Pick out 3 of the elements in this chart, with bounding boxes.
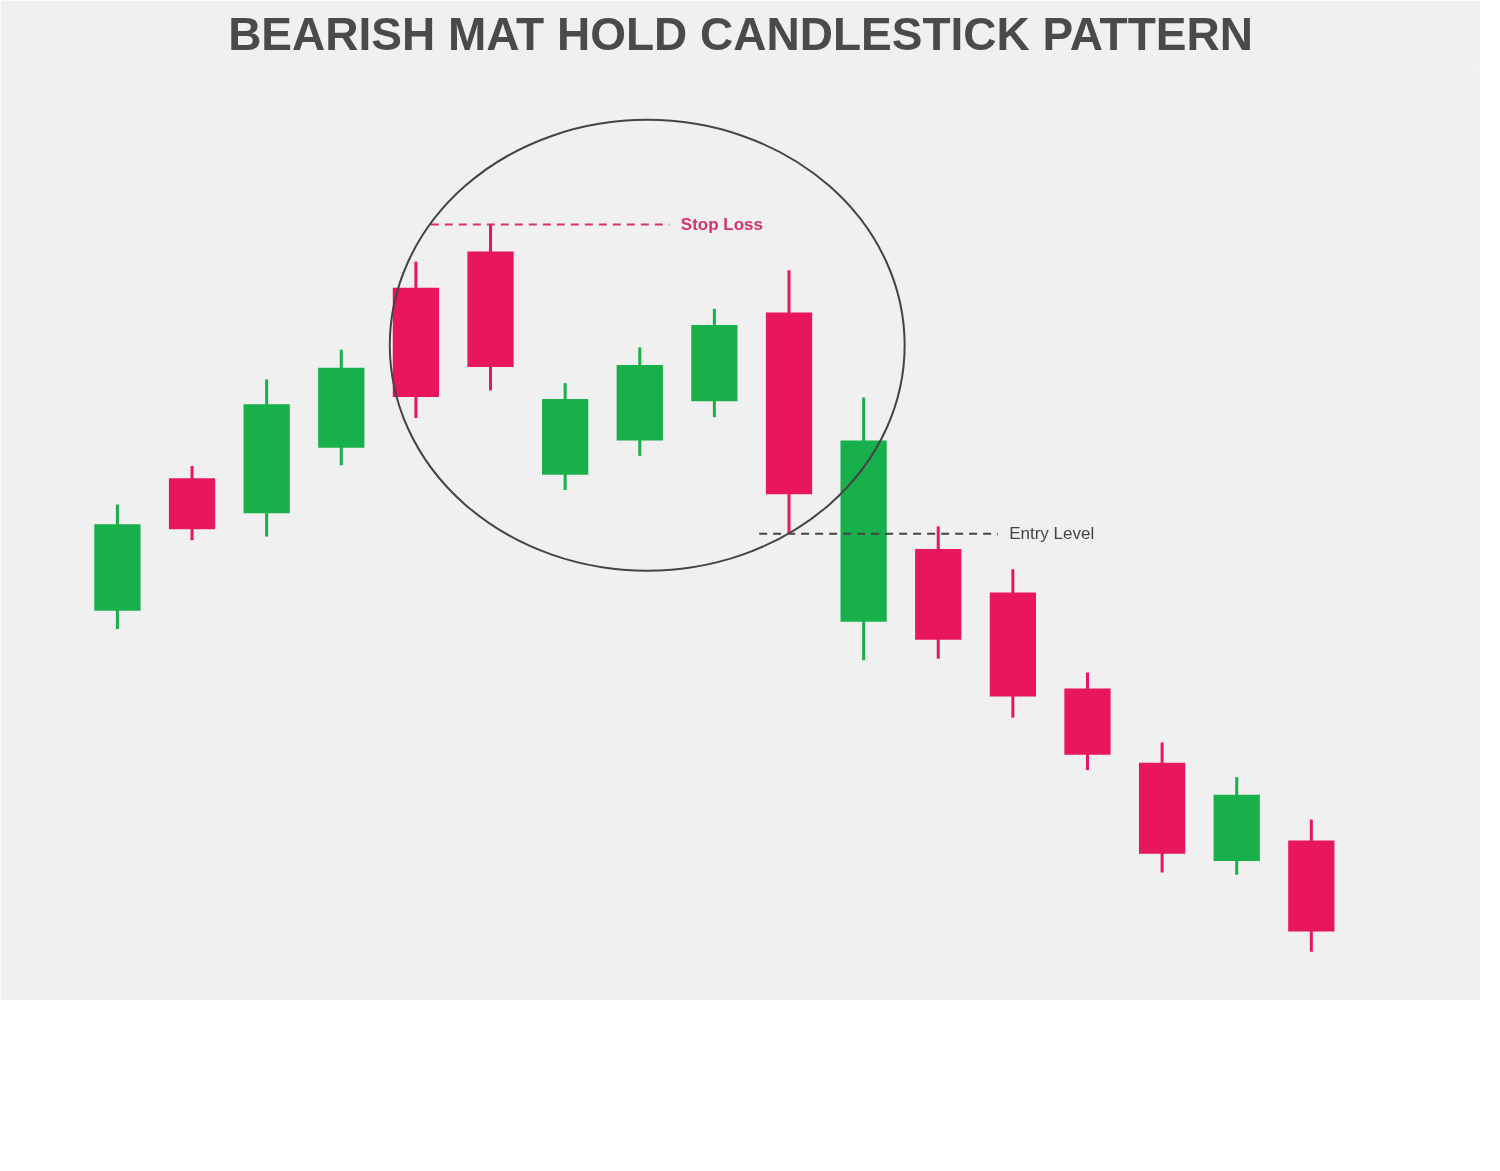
ref-line-label: Entry Level (1009, 524, 1095, 544)
ref-line-label: Stop Loss (680, 215, 763, 235)
chart-title: BEARISH MAT HOLD CANDLESTICK PATTERN (228, 7, 1253, 60)
